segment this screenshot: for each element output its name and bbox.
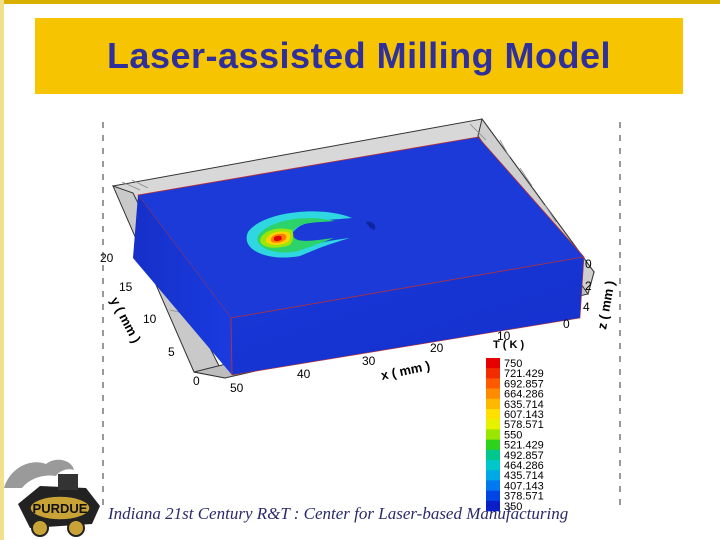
- x-tick-20: 20: [430, 341, 444, 355]
- legend-label: 435.714: [504, 470, 544, 482]
- legend-swatch: [486, 398, 500, 410]
- z-tick-4: 4: [583, 300, 590, 314]
- footer-caption: Indiana 21st Century R&T : Center for La…: [108, 504, 569, 523]
- legend-label: 750: [504, 358, 522, 370]
- y-tick-20: 20: [100, 251, 114, 265]
- legend-label: 492.857: [504, 450, 544, 462]
- purdue-train-logo: PURDUE: [4, 459, 100, 537]
- legend-label: 378.571: [504, 491, 544, 503]
- y-tick-5: 5: [168, 345, 175, 359]
- x-axis-label: x ( mm ): [380, 358, 432, 383]
- z-tick-0: 0: [585, 257, 592, 271]
- y-tick-0: 0: [193, 374, 200, 388]
- legend-labels: 750721.429692.857664.286635.714607.14357…: [504, 358, 544, 513]
- train-wheel-icon: [31, 519, 49, 537]
- train-wheel-icon: [67, 519, 85, 537]
- y-axis-label: y ( mm ): [107, 294, 144, 345]
- slide-border-top: [0, 0, 720, 4]
- purdue-badge: [29, 495, 91, 521]
- legend-label: 721.429: [504, 368, 544, 380]
- legend-title: T ( K ): [493, 339, 524, 351]
- legend-swatch: [486, 439, 500, 451]
- slide-border-left: [0, 0, 4, 540]
- legend-swatch: [486, 490, 500, 502]
- legend-label: 350: [504, 501, 522, 513]
- legend-label: 407.143: [504, 480, 544, 492]
- legend-swatches: [486, 358, 500, 512]
- x-tick-50: 50: [230, 381, 244, 395]
- x-tick-30: 30: [362, 354, 376, 368]
- legend-swatch: [486, 429, 500, 440]
- z-axis-label: z ( mm ): [594, 280, 617, 331]
- x-tick-10: 10: [497, 329, 511, 343]
- legend-swatch: [486, 388, 500, 400]
- legend-label: 550: [504, 429, 522, 441]
- title-banner: Laser-assisted Milling Model: [35, 18, 683, 94]
- legend-swatch: [486, 368, 500, 379]
- legend-swatch: [486, 419, 500, 430]
- temperature-contour: [246, 211, 376, 258]
- x-tick-40: 40: [297, 367, 311, 381]
- y-tick-10: 10: [143, 312, 157, 326]
- legend-swatch: [486, 470, 500, 481]
- legend-label: 607.143: [504, 409, 544, 421]
- legend-swatch: [486, 409, 500, 420]
- legend-label: 635.714: [504, 399, 544, 411]
- legend-label: 664.286: [504, 389, 544, 401]
- legend-swatch: [486, 460, 500, 471]
- legend-swatch: [486, 358, 500, 369]
- legend-swatch: [486, 500, 500, 512]
- train-smoke-icon: [4, 459, 74, 488]
- legend-swatch: [486, 480, 500, 491]
- workpiece-edge: [230, 317, 233, 376]
- legend-label: 464.286: [504, 460, 544, 472]
- legend-swatch: [486, 378, 500, 389]
- workpiece-left-face: [133, 195, 232, 375]
- x-tick-0: 0: [563, 317, 570, 331]
- legend-label: 521.429: [504, 440, 544, 452]
- train-cab-icon: [58, 474, 78, 490]
- slide-title: Laser-assisted Milling Model: [106, 35, 612, 76]
- legend-label: 692.857: [504, 378, 544, 390]
- purdue-logo-text: PURDUE: [33, 501, 88, 516]
- z-tick-2: 2: [585, 279, 592, 293]
- legend-swatch: [486, 449, 500, 461]
- legend-label: 578.571: [504, 419, 544, 431]
- temperature-legend: T ( K ) 750721.429692.857664.286635.7146…: [486, 339, 544, 513]
- y-tick-15: 15: [119, 280, 133, 294]
